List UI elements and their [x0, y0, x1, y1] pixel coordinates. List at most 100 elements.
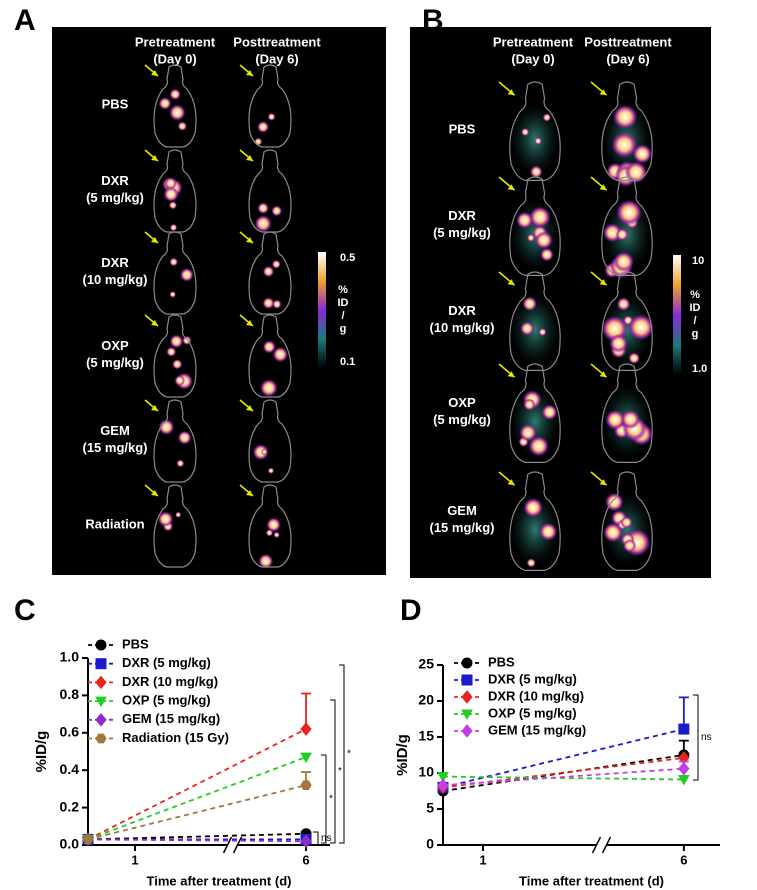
- row-label: DXR: [101, 173, 129, 188]
- uptake-spot: [605, 492, 624, 512]
- mouse-outline: [153, 399, 197, 483]
- arrow-head: [599, 371, 607, 378]
- legend-marker: [95, 713, 107, 727]
- uptake-spot: [254, 137, 263, 146]
- axis-break: [232, 836, 243, 854]
- uptake-spot: [272, 346, 289, 363]
- marker: [300, 780, 312, 790]
- arrow-head: [507, 479, 515, 486]
- arrow-head: [599, 479, 607, 486]
- legend-marker: [95, 733, 107, 744]
- uptake-spot: [273, 531, 280, 538]
- mouse-outline: [509, 471, 561, 571]
- mouse-image: [144, 399, 197, 483]
- colorbar-unit: %: [338, 284, 348, 296]
- arrow-head: [246, 405, 253, 411]
- arrow-head: [599, 89, 607, 96]
- uptake-spot: [520, 321, 535, 336]
- legend-label: OXP (5 mg/kg): [488, 705, 577, 720]
- y-tick-label: 10: [418, 764, 434, 780]
- mouse-image: [498, 271, 561, 371]
- mouse-outline: [248, 484, 292, 568]
- uptake-spot: [523, 497, 543, 518]
- arrow-head: [246, 490, 253, 496]
- mouse-image: [498, 81, 561, 181]
- uptake-spot: [174, 375, 186, 386]
- uptake-spot: [158, 97, 172, 110]
- uptake-spot: [538, 328, 547, 337]
- arrow-head: [151, 70, 158, 76]
- legend-label: Radiation (15 Gy): [122, 730, 229, 745]
- mouse-outline: [601, 176, 653, 276]
- mouse-image: [239, 64, 292, 148]
- uptake-spot: [266, 517, 281, 533]
- legend-marker: [461, 657, 473, 669]
- uptake-spot: [613, 251, 635, 273]
- series-line: [87, 756, 307, 841]
- uptake-spot: [271, 259, 281, 269]
- uptake-spot: [164, 177, 177, 190]
- arrow-head: [151, 155, 158, 161]
- uptake-spot: [540, 247, 554, 262]
- mouse-outline: [248, 231, 292, 315]
- uptake-spot: [271, 205, 283, 217]
- column-header: Pretreatment: [135, 34, 216, 49]
- y-axis-title: %ID/g: [394, 734, 411, 776]
- column-header: (Day 0): [153, 51, 196, 66]
- mouse-outline: [601, 363, 653, 463]
- uptake-haze: [511, 493, 559, 566]
- mouse-outline: [153, 64, 197, 148]
- legend-marker: [95, 675, 107, 690]
- uptake-spot: [166, 346, 177, 357]
- uptake-spot: [272, 299, 282, 309]
- uptake-spot: [528, 435, 549, 457]
- mouse-image: [590, 471, 653, 571]
- mouse-outline: [601, 81, 653, 181]
- mouse-image: [144, 149, 197, 233]
- colorbar: [318, 252, 326, 368]
- uptake-spot: [534, 137, 542, 145]
- x-tick-label: 1: [131, 852, 138, 867]
- uptake-spot: [267, 467, 275, 474]
- uptake-spot: [522, 296, 537, 312]
- row-label: (10 mg/kg): [82, 272, 147, 287]
- mouse-image: [144, 314, 197, 398]
- significance-bracket: [330, 699, 336, 844]
- uptake-spot: [262, 340, 276, 354]
- uptake-spot: [257, 120, 270, 133]
- mouse-image: [498, 363, 561, 463]
- uptake-spot: [258, 553, 274, 569]
- mouse-image: [590, 363, 653, 463]
- uptake-spot: [260, 448, 268, 456]
- legend-label: GEM (15 mg/kg): [122, 711, 220, 726]
- arrow-head: [507, 279, 515, 286]
- legend-label: DXR (5 mg/kg): [488, 671, 577, 686]
- panel-letter: C: [14, 594, 36, 627]
- marker: [437, 772, 449, 783]
- series-line: [87, 728, 307, 841]
- uptake-spot: [627, 314, 654, 341]
- uptake-spot: [169, 104, 186, 121]
- uptake-spot: [620, 516, 633, 529]
- uptake-spot: [529, 206, 551, 228]
- mouse-image: [239, 484, 292, 569]
- uptake-spot: [169, 334, 184, 349]
- mouse-outline: [601, 271, 653, 371]
- x-tick-label: 1: [479, 852, 486, 867]
- uptake-spot: [541, 404, 558, 421]
- y-axis-title: %ID/g: [33, 731, 50, 773]
- legend-marker: [95, 658, 107, 670]
- column-header: (Day 6): [606, 51, 649, 66]
- marker: [677, 774, 690, 786]
- panel-letter: D: [400, 594, 422, 627]
- legend-label: DXR (10 mg/kg): [122, 674, 218, 689]
- uptake-spot: [616, 199, 643, 226]
- uptake-spot: [169, 88, 181, 100]
- arrow-head: [507, 89, 515, 96]
- colorbar-unit: %: [690, 289, 700, 301]
- arrow-head: [246, 320, 253, 326]
- marker: [300, 834, 312, 849]
- mouse-image: [144, 64, 197, 148]
